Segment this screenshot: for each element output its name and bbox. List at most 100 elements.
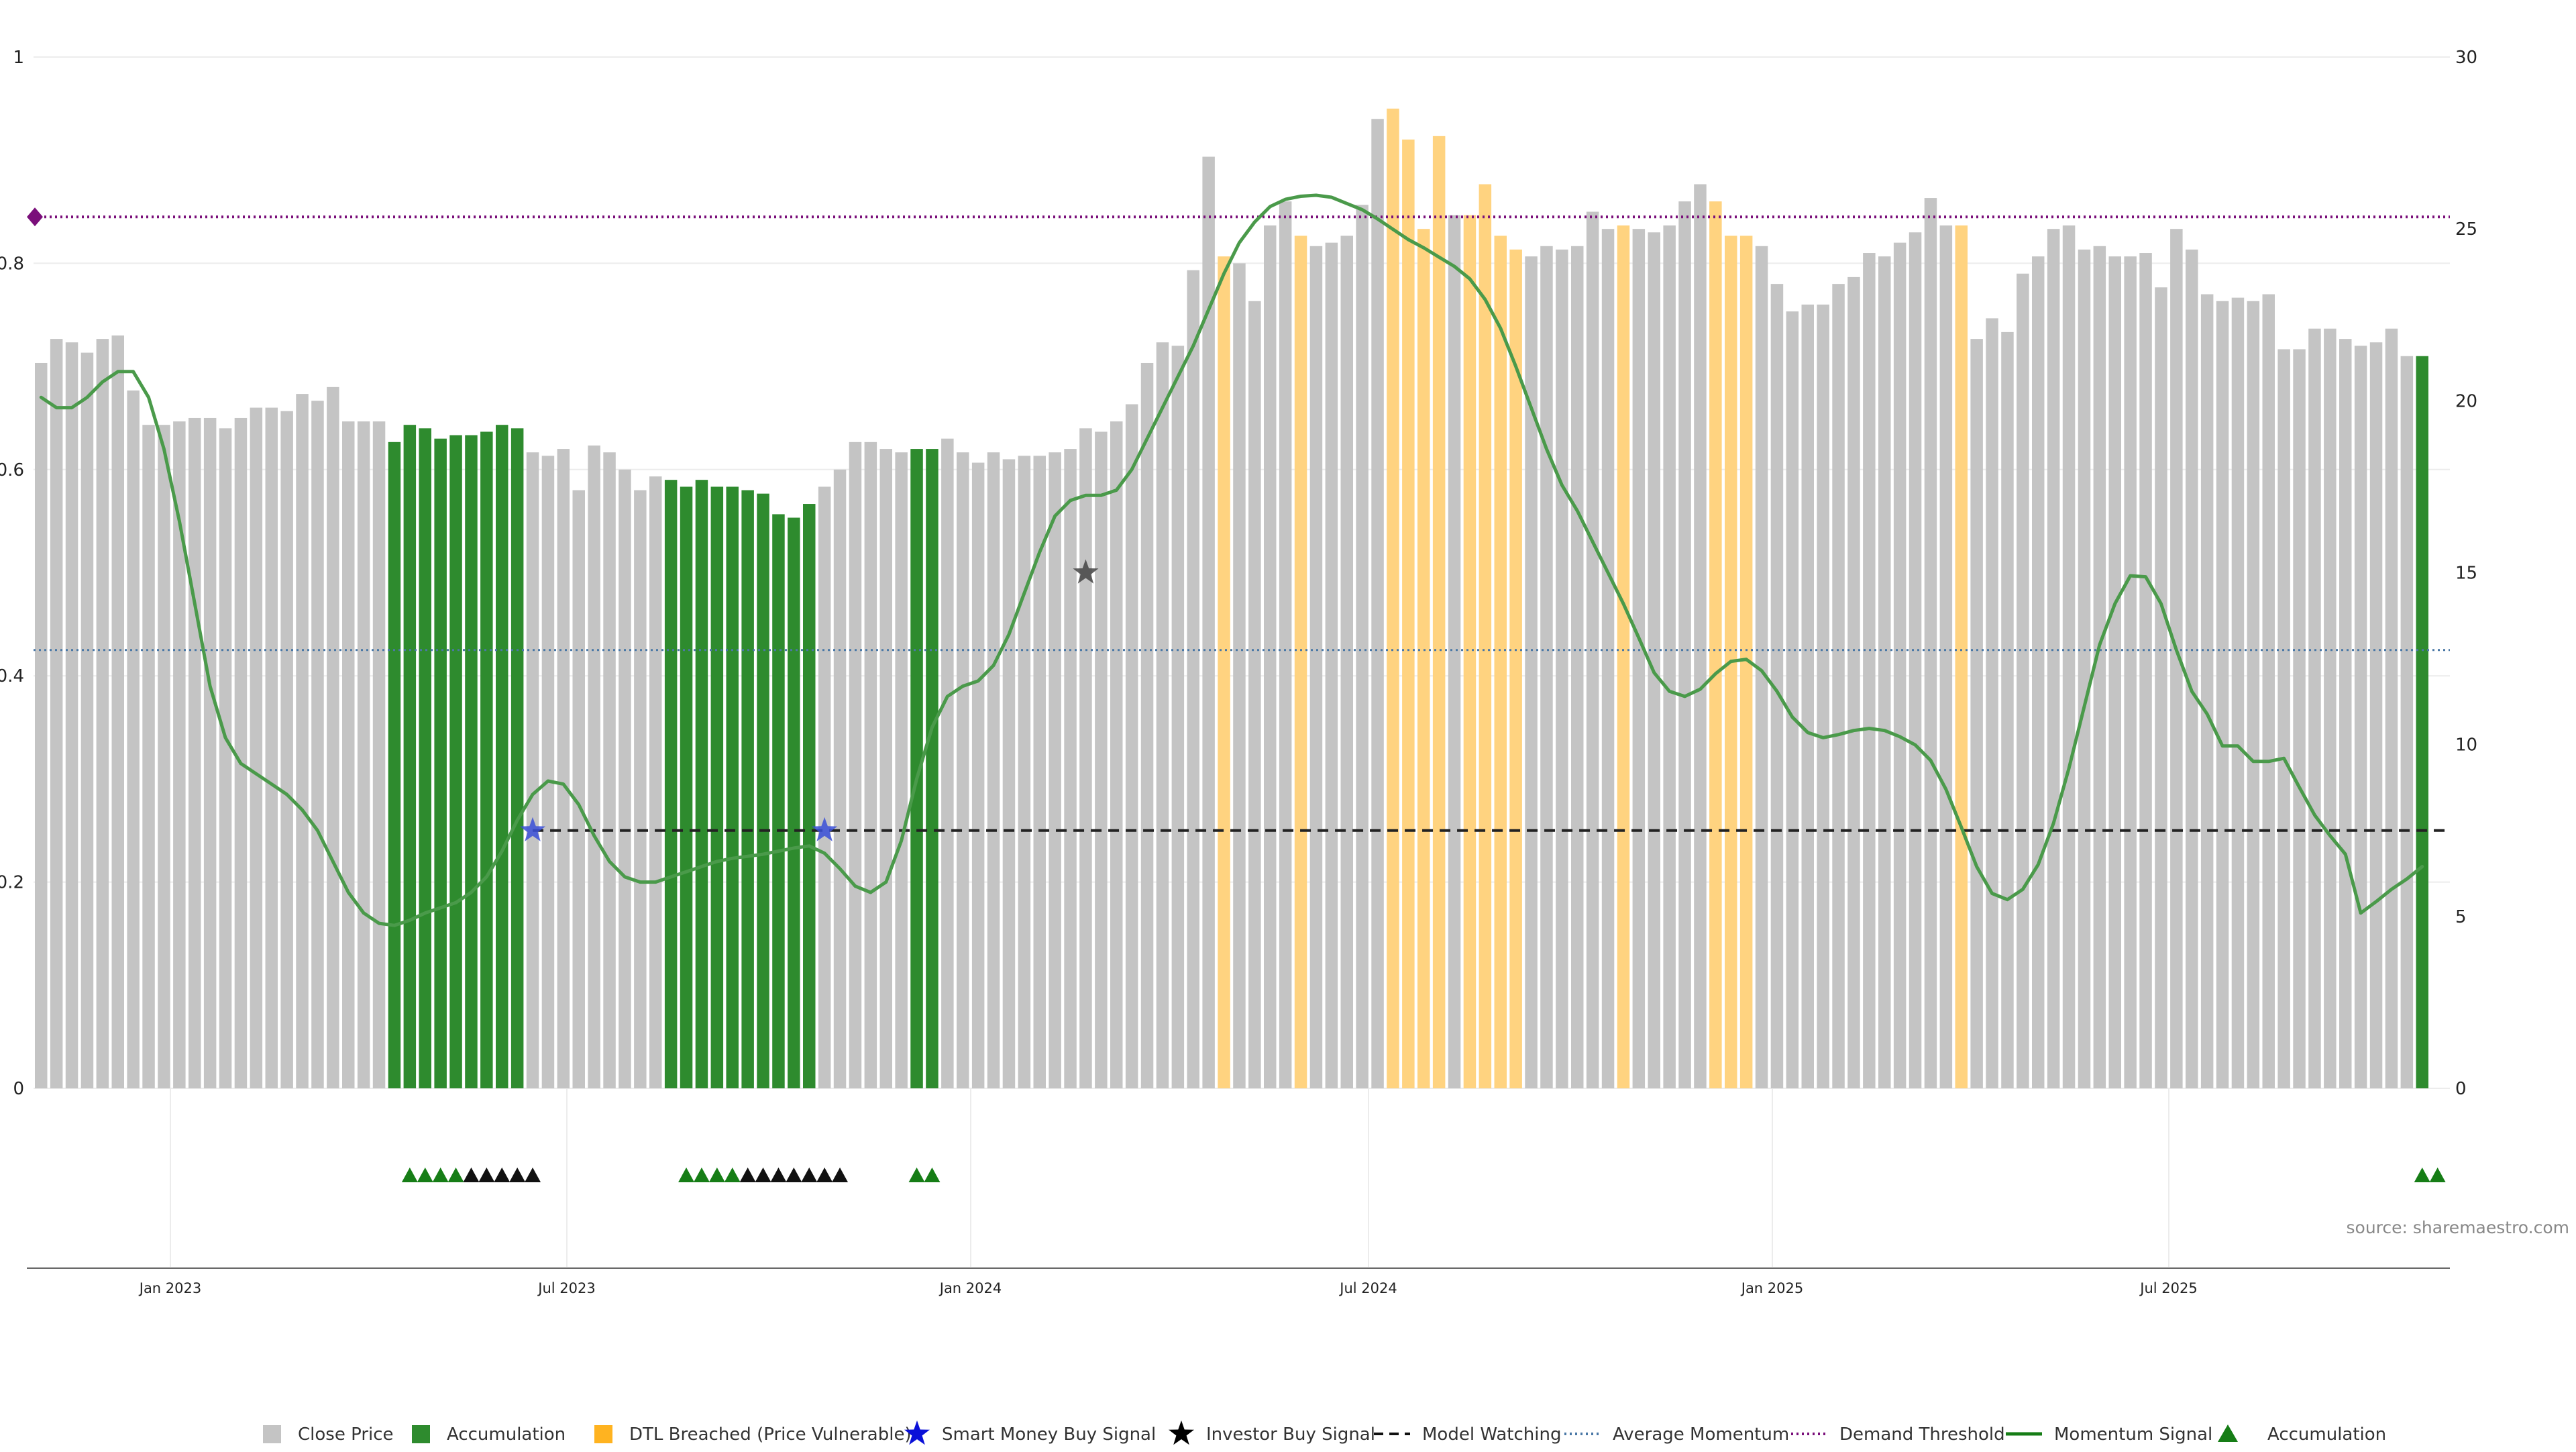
close-price-bar [1648,232,1660,1088]
accumulation-bar [726,486,739,1088]
close-price-bar [2078,249,2091,1088]
accumulation-triangle [447,1168,464,1182]
legend-star [904,1420,930,1445]
accumulation-triangle [2414,1168,2430,1182]
close-price-bar [588,445,600,1088]
close-price-bar [311,401,324,1089]
close-price-bar [173,421,186,1088]
dtl-breached-bar [1617,225,1630,1088]
legend-label: Investor Buy Signal [1206,1424,1375,1445]
close-price-bar [1002,459,1016,1088]
close-price-bar [2017,273,2029,1088]
close-price-bar [526,452,539,1088]
close-price-bar [1694,184,1707,1088]
close-price-bar [1878,256,1891,1088]
close-price-bar [572,490,585,1088]
dtl-breached-bar [1955,225,1968,1088]
close-price-bar [2385,328,2398,1088]
close-price-bar [1356,205,1368,1088]
smart-money-buy-star [812,817,838,841]
close-price-bar [65,342,78,1088]
close-price-bar [1110,421,1123,1088]
legend-label: Demand Threshold [1839,1424,2005,1445]
close-price-bar [1279,201,1292,1089]
dtl-breached-bar [1432,136,1446,1088]
close-price-bar [849,442,862,1088]
close-price-bar [1678,201,1691,1089]
accumulation-bar [511,428,524,1088]
accumulation-bar [388,442,401,1088]
x-tick-label: Jul 2024 [1338,1280,1397,1296]
close-price-bar [1847,276,1860,1089]
dtl-breached-bar [1402,139,1415,1089]
source-label: source: sharemaestro.com [2347,1218,2570,1237]
legend-label: Average Momentum [1613,1424,1789,1445]
legend-label: Close Price [298,1424,394,1445]
accumulation-bar [403,425,417,1088]
close-price-bar [2293,349,2306,1088]
accumulation-bar [741,490,754,1088]
momentum-signal-line [39,193,2424,927]
y-right-tick-label: 25 [2455,219,2477,240]
legend-label: Accumulation [2267,1424,2386,1445]
accumulation-triangle [509,1168,526,1182]
close-price-bar [1832,284,1845,1088]
accumulation-bar [710,486,724,1088]
legend-label: Accumulation [447,1424,566,1445]
accumulation-triangle [924,1168,941,1182]
accumulation-bar [803,504,816,1088]
close-price-bar [250,407,263,1088]
y-left-tick-label: 0 [13,1079,24,1099]
legend-label: Model Watching [1422,1424,1561,1445]
accumulation-bar [757,493,769,1088]
close-price-bar [1786,311,1799,1088]
close-price-bar [372,421,386,1088]
x-tick-label: Jan 2025 [1740,1280,1804,1296]
lines [34,193,2450,927]
close-price-bar [634,490,647,1088]
close-price-bar [941,438,954,1088]
close-price-bar [1817,304,1829,1088]
close-price-bar [895,452,908,1088]
close-price-bar [1371,119,1384,1089]
close-price-bar [265,407,278,1088]
close-price-bar [1586,211,1599,1088]
accumulation-triangle [816,1168,833,1182]
close-price-bar [957,452,969,1088]
accumulation-triangle [724,1168,741,1182]
y-left-tick-label: 0.8 [0,254,24,274]
close-price-bar [1525,256,1538,1088]
close-price-bar [2369,342,2383,1088]
x-tick-label: Jan 2023 [138,1280,202,1296]
close-price-bar [2170,229,2183,1089]
dtl-breached-bar [1709,201,1722,1089]
close-price-bar [864,442,877,1088]
close-price-bar [327,386,339,1088]
dtl-breached-bar [1463,215,1477,1088]
close-price-bar [1924,198,1937,1089]
accumulation-bar [449,435,462,1088]
close-price-bar [1986,318,1998,1089]
close-price-bar [50,339,63,1089]
close-price-bar [1571,246,1584,1088]
close-price-bar [2216,301,2229,1089]
y-right-tick-label: 15 [2455,564,2477,584]
close-price-bar [649,476,662,1088]
accumulation-bar [695,480,708,1088]
close-price-bar [2047,229,2060,1089]
accumulation-triangle [708,1168,725,1182]
close-price-bar [1801,304,1814,1088]
accumulation-bar [2416,356,2428,1088]
close-price-bar [2262,294,2275,1088]
close-price-bar [2001,331,2014,1088]
close-price-bar [1171,346,1185,1088]
close-price-bar [1556,249,1568,1088]
accumulation-triangle [739,1168,756,1182]
close-price-bar [2032,256,2045,1088]
dtl-breached-bar [1739,236,1753,1088]
accumulation-triangle [678,1168,695,1182]
demand-threshold-marker [27,207,43,227]
close-price-bar [1248,301,1261,1089]
